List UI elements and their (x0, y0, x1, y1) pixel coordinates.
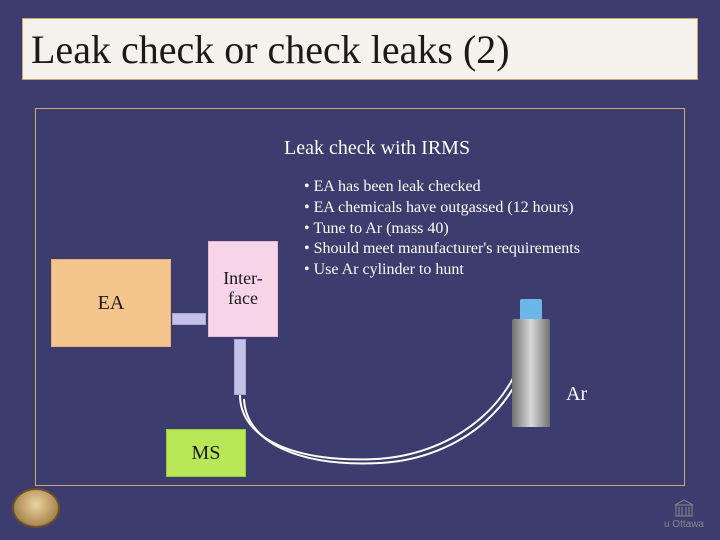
interface-label: Inter-face (223, 269, 263, 309)
bullet-item: Should meet manufacturer's requirements (304, 239, 580, 260)
content-box: Leak check with IRMS EA has been leak ch… (35, 108, 685, 486)
bullet-list: EA has been leak checked EA chemicals ha… (304, 177, 580, 281)
bullet-item: Tune to Ar (mass 40) (304, 219, 580, 240)
building-icon (674, 499, 694, 517)
bullet-item: Use Ar cylinder to hunt (304, 260, 580, 281)
cylinder-valve (520, 299, 542, 321)
title-box: Leak check or check leaks (2) (22, 18, 698, 80)
connector-interface-down (234, 339, 246, 395)
ea-label: EA (98, 292, 125, 315)
bullet-item: EA chemicals have outgassed (12 hours) (304, 198, 580, 219)
logo-right: u Ottawa (664, 499, 704, 530)
ms-box: MS (166, 429, 246, 477)
ms-label: MS (192, 442, 221, 465)
logo-left-icon (12, 488, 60, 528)
ea-box: EA (51, 259, 171, 347)
subtitle: Leak check with IRMS (284, 137, 470, 160)
page-title: Leak check or check leaks (2) (31, 26, 510, 73)
ar-label: Ar (566, 383, 587, 406)
logo-right-text: u Ottawa (664, 519, 704, 530)
bullet-item: EA has been leak checked (304, 177, 580, 198)
interface-box: Inter-face (208, 241, 278, 337)
connector-ea-interface (172, 313, 206, 325)
ar-cylinder (512, 319, 550, 427)
